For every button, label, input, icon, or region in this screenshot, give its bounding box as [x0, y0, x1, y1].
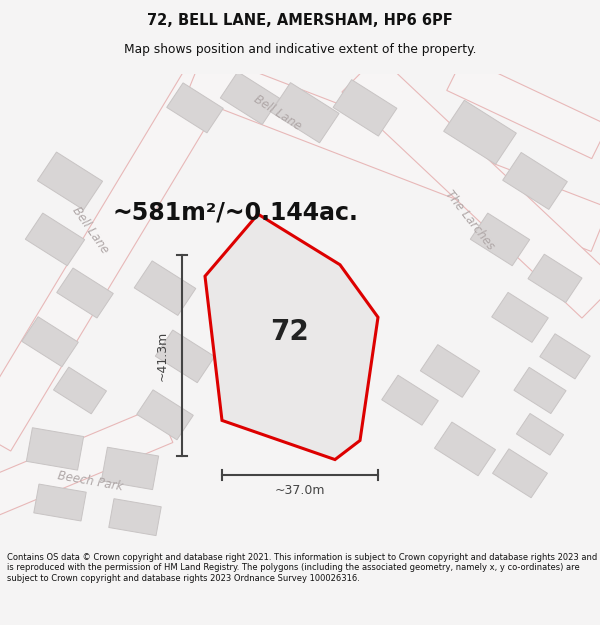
Polygon shape — [443, 100, 517, 164]
Polygon shape — [447, 57, 600, 159]
Polygon shape — [517, 414, 563, 455]
Polygon shape — [167, 83, 223, 133]
Text: The Larches: The Larches — [443, 188, 497, 252]
Text: Map shows position and indicative extent of the property.: Map shows position and indicative extent… — [124, 42, 476, 56]
Polygon shape — [26, 428, 83, 470]
Polygon shape — [220, 72, 280, 124]
Polygon shape — [37, 152, 103, 210]
Polygon shape — [421, 344, 479, 398]
Text: 72, BELL LANE, AMERSHAM, HP6 6PF: 72, BELL LANE, AMERSHAM, HP6 6PF — [147, 13, 453, 28]
Polygon shape — [53, 367, 106, 414]
Polygon shape — [540, 334, 590, 379]
Polygon shape — [205, 214, 378, 459]
Polygon shape — [22, 317, 78, 367]
Polygon shape — [342, 56, 600, 318]
Polygon shape — [101, 448, 158, 489]
Text: ~581m²/~0.144ac.: ~581m²/~0.144ac. — [112, 200, 358, 224]
Polygon shape — [109, 499, 161, 536]
Polygon shape — [434, 422, 496, 476]
Text: ~41.3m: ~41.3m — [155, 331, 169, 381]
Polygon shape — [382, 375, 438, 425]
Text: Contains OS data © Crown copyright and database right 2021. This information is : Contains OS data © Crown copyright and d… — [7, 552, 598, 582]
Polygon shape — [25, 213, 85, 266]
Polygon shape — [34, 484, 86, 521]
Text: Bell Lane: Bell Lane — [252, 92, 304, 133]
Polygon shape — [155, 330, 215, 382]
Polygon shape — [134, 261, 196, 316]
Text: Bell Lane: Bell Lane — [69, 204, 111, 256]
Polygon shape — [186, 52, 600, 251]
Polygon shape — [0, 62, 231, 451]
Polygon shape — [137, 390, 193, 440]
Polygon shape — [0, 407, 173, 516]
Text: 72: 72 — [271, 318, 309, 346]
Polygon shape — [333, 79, 397, 136]
Polygon shape — [528, 254, 582, 302]
Text: ~37.0m: ~37.0m — [275, 484, 325, 497]
Polygon shape — [470, 213, 530, 266]
Polygon shape — [503, 152, 568, 209]
Polygon shape — [57, 268, 113, 318]
Polygon shape — [493, 449, 547, 498]
Polygon shape — [271, 82, 339, 143]
Text: Beech Park: Beech Park — [56, 469, 124, 493]
Polygon shape — [514, 368, 566, 414]
Polygon shape — [492, 292, 548, 342]
